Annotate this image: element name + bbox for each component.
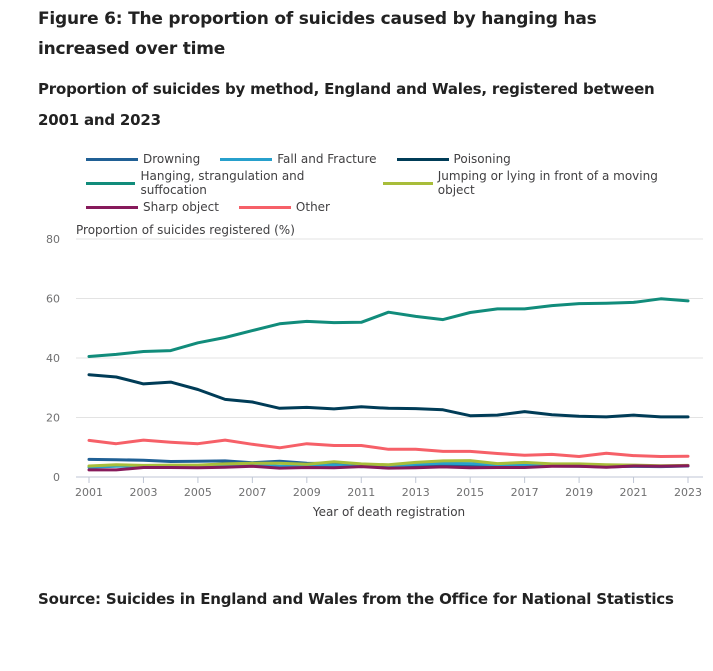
x-tick-label: 2017 — [511, 486, 539, 499]
legend-swatch — [86, 157, 138, 161]
y-tick-label: 80 — [46, 233, 60, 246]
legend-swatch — [86, 205, 138, 209]
series-line-hanging-strangulation-and-suffocation[interactable] — [87, 297, 690, 358]
series-line-sharp-object[interactable] — [87, 464, 690, 472]
series-line-jumping-or-lying-in-front-of-a-moving-object[interactable] — [87, 459, 690, 468]
legend-label: Jumping or lying in front of a moving ob… — [437, 169, 658, 197]
x-axis-ticks: 2001 2003 2005 2007 2009 2011 2013 2015 2017 2019… — [75, 477, 702, 499]
y-tick-label: 40 — [46, 352, 60, 365]
figure-title: Figure 6: The proportion of suicides cau… — [38, 9, 597, 59]
y-axis-title: Proportion of suicides registered (%) — [76, 223, 295, 237]
chart-subtitle: Proportion of suicides by method, Englan… — [38, 80, 655, 129]
legend-swatch — [86, 181, 136, 185]
x-tick-label: 2023 — [674, 486, 702, 499]
chart-legend: Drowning Fall and Fracture Poisoning Han… — [86, 147, 706, 219]
legend-label: Fall and Fracture — [277, 152, 377, 166]
source-note: Source: Suicides in England and Wales fr… — [38, 590, 674, 608]
x-tick-label: 2011 — [347, 486, 375, 499]
legend-label: Sharp object — [143, 200, 219, 214]
legend-item-other[interactable]: Other — [238, 200, 330, 214]
x-tick-label: 2021 — [620, 486, 648, 499]
legend-label: Other — [295, 200, 330, 214]
legend-swatch — [383, 181, 433, 185]
legend-item-drowning[interactable]: Drowning — [86, 152, 200, 166]
legend-item-hanging[interactable]: Hanging, strangulation and suffocation — [86, 169, 363, 197]
series-line-other[interactable] — [87, 438, 690, 458]
legend-item-sharp-object[interactable]: Sharp object — [86, 200, 219, 214]
x-tick-label: 2007 — [238, 486, 266, 499]
x-tick-label: 2019 — [565, 486, 593, 499]
legend-swatch — [396, 157, 449, 161]
legend-item-fall-and-fracture[interactable]: Fall and Fracture — [220, 152, 377, 166]
x-tick-label: 2013 — [402, 486, 430, 499]
legend-label: Hanging, strangulation and suffocation — [140, 169, 305, 197]
x-tick-label: 2009 — [293, 486, 321, 499]
legend-label: Poisoning — [453, 152, 511, 166]
x-axis-title: Year of death registration — [312, 505, 465, 519]
x-tick-label: 2003 — [129, 486, 157, 499]
legend-swatch — [220, 157, 273, 161]
series-lines — [87, 297, 690, 472]
x-tick-label: 2001 — [75, 486, 103, 499]
y-tick-label: 0 — [53, 471, 60, 484]
legend-item-jumping[interactable]: Jumping or lying in front of a moving ob… — [383, 169, 686, 197]
y-tick-label: 60 — [46, 293, 60, 306]
gridlines — [76, 238, 703, 478]
x-tick-label: 2005 — [184, 486, 212, 499]
y-tick-label: 20 — [46, 412, 60, 425]
legend-label: Drowning — [143, 152, 201, 166]
y-axis-ticks: 0 20 40 60 80 — [46, 233, 60, 484]
legend-item-poisoning[interactable]: Poisoning — [396, 152, 511, 166]
legend-swatch — [238, 205, 291, 209]
series-line-poisoning[interactable] — [87, 373, 690, 419]
x-tick-label: 2015 — [456, 486, 484, 499]
